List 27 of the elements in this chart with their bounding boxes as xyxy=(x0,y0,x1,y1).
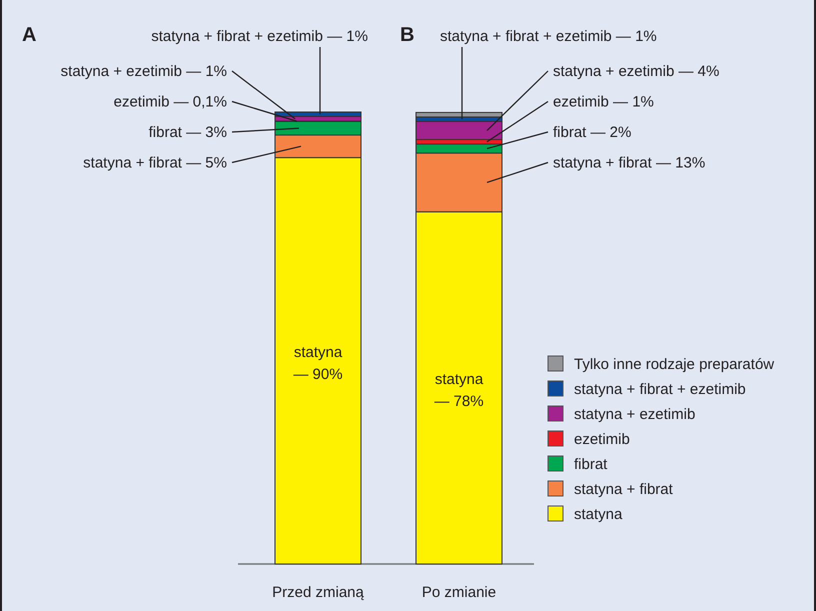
text: statyna + fibrat — 5% xyxy=(83,154,227,172)
bar xyxy=(274,112,362,118)
text: B xyxy=(400,24,414,46)
text: fibrat — 3% xyxy=(148,124,227,141)
text: statyna + ezetimib — 1% xyxy=(60,63,227,80)
text: statyna + fibrat — 13% xyxy=(553,154,706,172)
text: statyna + ezetimib — 4% xyxy=(553,63,720,80)
legend-label: ezetimib xyxy=(574,431,630,448)
legend-label: fibrat xyxy=(574,456,608,473)
text: fibrat — 2% xyxy=(553,124,632,141)
x-tick-label: Przed zmianą xyxy=(272,584,365,601)
bar xyxy=(416,120,502,140)
text: A xyxy=(22,24,36,46)
data-label: — 78% xyxy=(434,392,484,410)
series-label: statyna xyxy=(294,344,343,361)
text: statyna + fibrat + ezetimib — 1% xyxy=(440,28,657,45)
text: statyna + fibrat + ezetimib — 1% xyxy=(151,28,368,45)
text: statyna xyxy=(574,506,622,523)
text: ezetimib — 0,1% xyxy=(114,94,227,110)
x-tick-label: Po zmianie xyxy=(422,584,496,601)
legend-label: statyna + ezetimib xyxy=(574,406,696,423)
data-label: — 90% xyxy=(293,366,343,383)
text: ezetimib — 1% xyxy=(553,94,654,110)
legend-label: Tylko inne rodzaje preparatów xyxy=(574,356,774,373)
legend-label: statyna + fibrat + ezetimib xyxy=(574,381,746,398)
legend-label: statyna + fibrat xyxy=(574,481,674,498)
text: statyna xyxy=(434,370,484,388)
